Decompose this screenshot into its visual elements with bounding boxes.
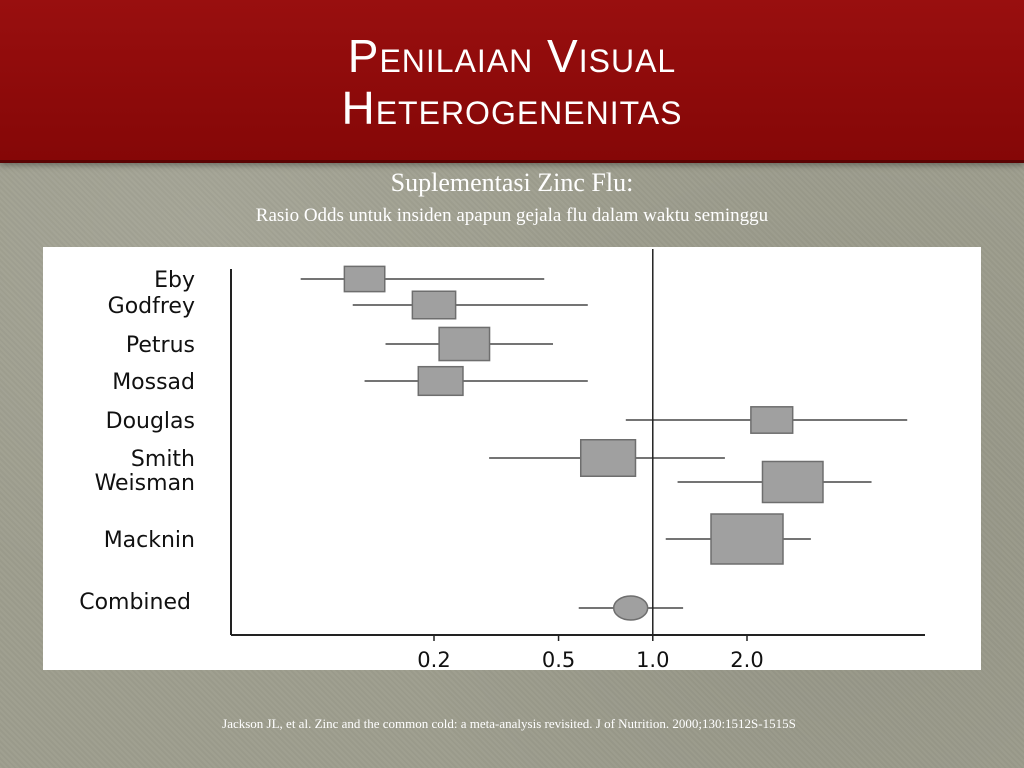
x-tick-label-0.5: 0.5 — [542, 648, 575, 670]
study-label-weisman: Weisman — [95, 471, 195, 496]
chart-description: Rasio Odds untuk insiden apapun gejala f… — [255, 205, 769, 226]
study-label-combined: Combined — [79, 590, 191, 615]
marker-eby — [343, 265, 386, 293]
study-label-eby: Eby — [154, 268, 195, 293]
study-label-petrus: Petrus — [126, 333, 195, 358]
chart-subtitle: Suplementasi Zinc Flu: — [390, 168, 634, 197]
study-label-douglas: Douglas — [106, 409, 195, 434]
marker-mossad — [417, 365, 464, 397]
marker-macknin — [710, 513, 784, 565]
marker-godfrey — [411, 290, 457, 320]
slide-title: Penilaian Visual Heterogenenitas — [0, 30, 1024, 134]
x-tick-label-2.0: 2.0 — [730, 648, 763, 670]
marker-smith — [579, 439, 637, 477]
title-band — [0, 0, 1024, 163]
marker-combined — [612, 595, 649, 621]
citation: Jackson JL, et al. Zinc and the common c… — [222, 716, 796, 731]
study-label-godfrey: Godfrey — [108, 294, 195, 319]
x-tick-label-0.2: 0.2 — [417, 648, 450, 670]
marker-douglas — [750, 406, 794, 434]
x-tick-label-1.0: 1.0 — [636, 648, 669, 670]
study-label-mossad: Mossad — [112, 370, 195, 395]
marker-petrus — [438, 326, 491, 362]
study-label-smith: Smith — [131, 447, 195, 472]
forest-plot-panel: 0.2 0.5 1.0 2.0 Eby Godfrey Petrus Mossad Dougla… — [43, 247, 981, 670]
slide-title-line-2: Heterogenenitas — [341, 82, 683, 134]
slide-title-line-1: Penilaian Visual — [347, 30, 677, 82]
study-label-macknin: Macknin — [104, 528, 195, 553]
marker-weisman — [761, 460, 824, 504]
